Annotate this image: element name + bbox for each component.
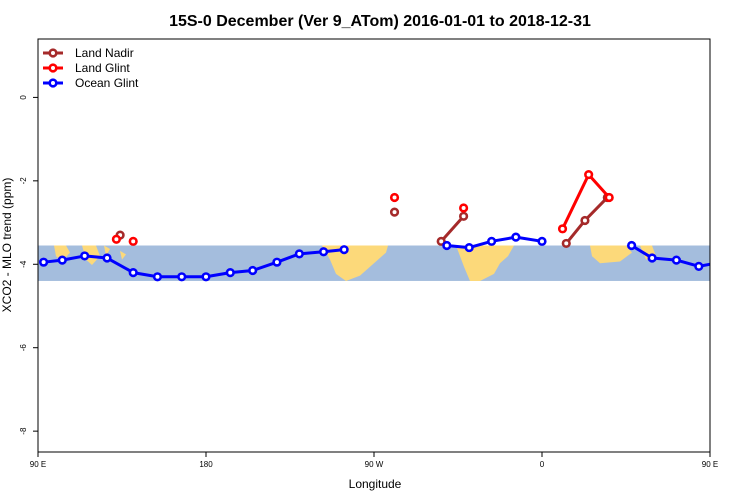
land-mass [456, 245, 514, 281]
ocean-glint-point [248, 265, 258, 276]
land-nadir-point [459, 211, 469, 221]
y-tick-label: -2 [19, 177, 28, 185]
y-tick-label: 0 [19, 95, 28, 100]
ocean-glint-point [442, 240, 452, 251]
ocean-glint-point [537, 236, 547, 246]
ocean-glint-point [464, 242, 474, 253]
x-tick-label: 180 [199, 460, 213, 469]
ocean-glint-point [671, 255, 682, 265]
land-mass [54, 245, 70, 262]
land-glint-point [584, 169, 594, 180]
x-axis-label: Longitude [349, 477, 402, 491]
series-land-nadir [115, 192, 612, 249]
ocean-glint-line [630, 244, 710, 268]
series-land-glint [111, 169, 614, 246]
ocean-glint-point [177, 272, 187, 282]
land-nadir-point [389, 207, 400, 217]
ocean-glint-point [294, 249, 304, 259]
land-glint-point [389, 192, 400, 203]
ocean-glint-point [201, 272, 211, 282]
land-glint-point [604, 192, 614, 203]
ocean-glint-point [152, 272, 163, 282]
ocean-glint-point [694, 261, 704, 271]
land-mass [120, 250, 126, 260]
x-tick-label: 0 [540, 460, 545, 469]
ocean-glint-point [225, 268, 235, 278]
legend-swatch-marker [48, 48, 58, 58]
ocean-glint-point [38, 257, 49, 267]
y-tick-label: -8 [19, 427, 28, 435]
y-axis-label: XCO2 - MLO trend (ppm) [0, 178, 14, 313]
land-glint-point [557, 224, 568, 234]
legend-item-land-glint: Land Glint [43, 61, 130, 75]
y-tick-label: -4 [19, 260, 28, 268]
land-mass [590, 245, 632, 264]
legend-item-ocean-glint: Ocean Glint [43, 76, 139, 90]
legend-label: Land Glint [75, 61, 130, 75]
legend-label: Ocean Glint [75, 76, 139, 90]
land-nadir-point [436, 236, 446, 246]
ocean-glint-point [647, 253, 657, 263]
land-glint-point [459, 203, 469, 213]
land-glint-point [111, 234, 121, 244]
chart-title: 15S-0 December (Ver 9_ATom) 2016-01-01 t… [169, 13, 591, 30]
x-tick-label: 90 E [702, 460, 718, 469]
x-tick-label: 90 E [30, 460, 46, 469]
land-mass [104, 245, 110, 257]
land-glint-point [128, 236, 138, 246]
ocean-glint-point [487, 236, 497, 246]
land-nadir-line [440, 215, 465, 243]
ocean-glint-point [718, 259, 725, 266]
y-tick-label: -6 [19, 344, 28, 352]
legend-item-land-nadir: Land Nadir [43, 46, 134, 60]
land-mass [322, 245, 388, 281]
ocean-glint-point [744, 257, 750, 264]
ocean-glint-point [626, 240, 637, 251]
ocean-glint-point [339, 245, 349, 255]
x-tick-label: 90 W [365, 460, 384, 469]
map-band [38, 245, 710, 281]
ocean-glint-point [272, 257, 282, 267]
legend-swatch-marker [48, 63, 58, 73]
legend-label: Land Nadir [75, 46, 134, 60]
ocean-glint-point [511, 232, 521, 242]
ocean-glint-point [319, 247, 329, 257]
ocean-glint-point [80, 251, 90, 261]
land-nadir-point [561, 238, 571, 249]
land-nadir-point [580, 215, 590, 226]
ocean-glint-point [102, 253, 112, 263]
series-ocean-glint [38, 232, 750, 282]
ocean-glint-point [128, 268, 138, 278]
ocean-glint-point [57, 255, 67, 265]
legend-swatch-marker [48, 78, 58, 88]
